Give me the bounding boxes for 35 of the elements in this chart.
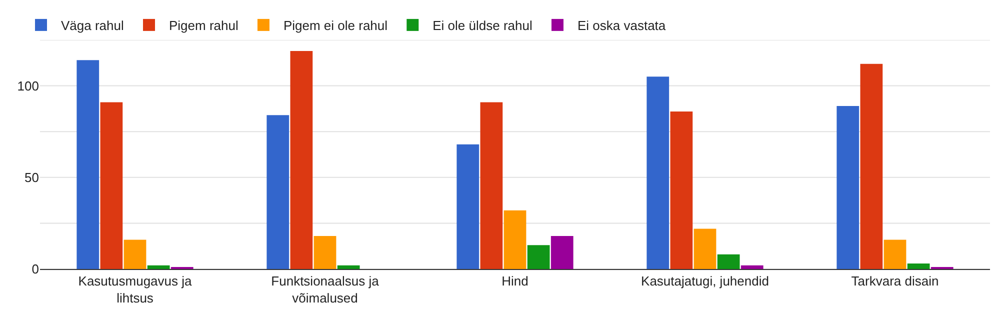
- bar: [456, 144, 480, 269]
- bar: [884, 240, 906, 269]
- bar: [337, 265, 360, 269]
- y-tick-label: 0: [32, 262, 39, 277]
- x-tick-label: Kasutajatugi, juhendid: [641, 274, 769, 289]
- bar: [717, 254, 740, 269]
- x-tick-label: Funktsionaalsus ja võimalused: [271, 274, 380, 306]
- bar: [670, 111, 693, 269]
- bar: [266, 115, 290, 269]
- bar: [646, 76, 670, 269]
- legend-label: Pigem rahul: [168, 18, 238, 34]
- bar: [314, 236, 336, 269]
- bar: [504, 210, 526, 269]
- bar: [100, 102, 123, 269]
- bar: [76, 60, 100, 269]
- bar: [907, 264, 930, 269]
- y-tick-label: 100: [17, 78, 39, 94]
- bar: [147, 265, 170, 269]
- legend-label: Ei ole üldse rahul: [432, 18, 532, 34]
- bar: [527, 245, 550, 269]
- x-tick-label: Hind: [502, 274, 528, 289]
- bar: [694, 228, 716, 269]
- bar: [124, 240, 146, 269]
- bar: [740, 265, 764, 269]
- bar: [290, 50, 313, 269]
- y-tick-label: 50: [24, 170, 39, 185]
- bar: [860, 64, 883, 269]
- legend-label: Pigem ei ole rahul: [283, 18, 388, 34]
- legend-label: Ei oska vastata: [577, 18, 666, 34]
- bar: [480, 102, 503, 269]
- bar: [836, 106, 860, 269]
- x-tick-label: Tarkvara disain: [851, 274, 939, 289]
- bar: [550, 236, 574, 269]
- legend-label: Väga rahul: [61, 18, 124, 34]
- x-tick-label: Kasutusmugavus ja lihtsus: [78, 274, 192, 306]
